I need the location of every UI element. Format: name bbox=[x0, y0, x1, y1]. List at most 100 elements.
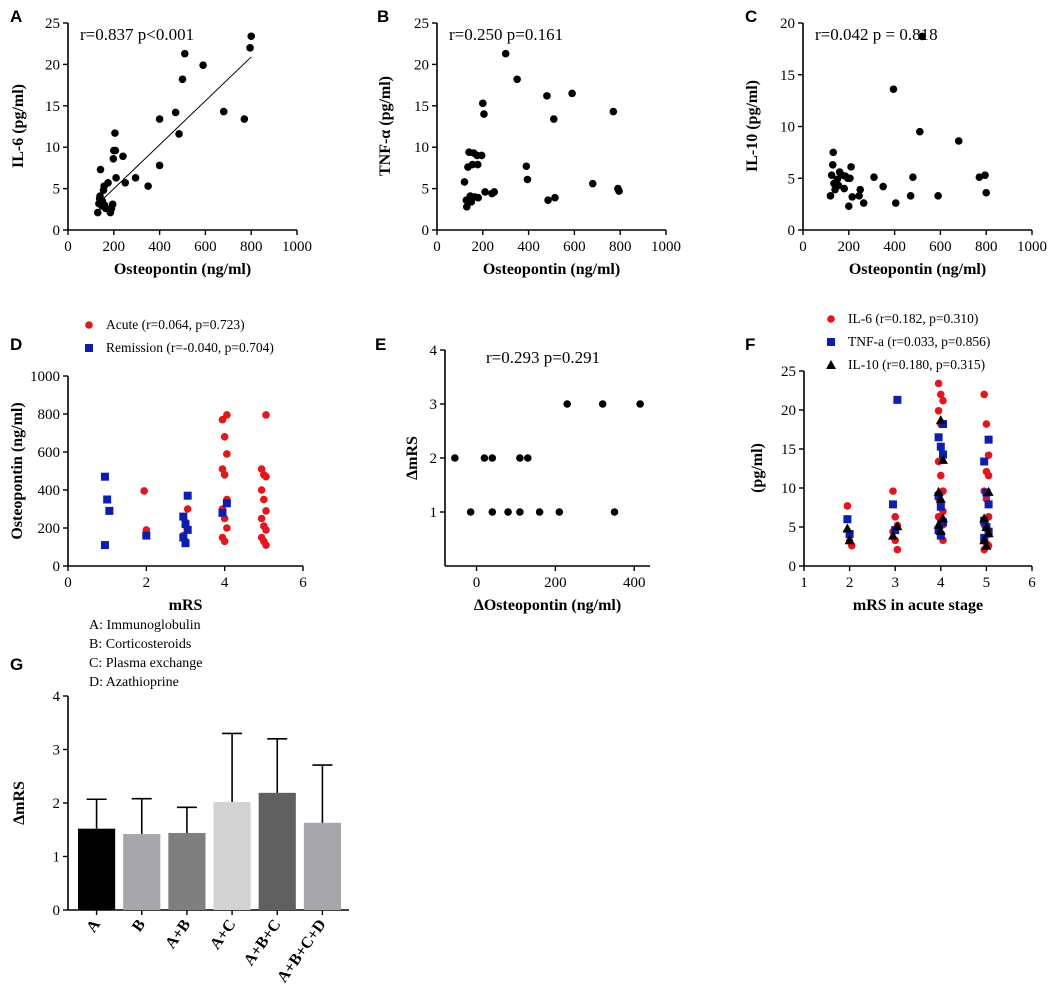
data-point bbox=[516, 454, 524, 462]
y-tick-label: 20 bbox=[45, 57, 60, 73]
data-point bbox=[247, 32, 255, 41]
data-point bbox=[827, 171, 836, 179]
data-point bbox=[826, 192, 835, 200]
data-point bbox=[834, 181, 843, 190]
data-point bbox=[522, 162, 531, 171]
data-point bbox=[480, 110, 488, 118]
y-tick-label: 25 bbox=[414, 16, 429, 32]
data-point bbox=[109, 154, 118, 163]
y-tick-label: 5 bbox=[789, 520, 797, 536]
triangle-marker bbox=[933, 486, 944, 496]
circle-marker bbox=[220, 433, 229, 441]
y-tick-label: 0 bbox=[53, 223, 61, 239]
data-point bbox=[544, 196, 552, 204]
triangle-marker bbox=[935, 415, 946, 425]
data-point bbox=[451, 454, 459, 462]
y-tick-label: 20 bbox=[780, 16, 795, 32]
panel-letter: B bbox=[377, 7, 389, 26]
data-point bbox=[523, 454, 532, 462]
circle-marker bbox=[223, 524, 231, 532]
triangle-marker bbox=[842, 523, 853, 533]
square-marker bbox=[183, 525, 192, 534]
y-tick-label: 15 bbox=[414, 99, 429, 115]
square-marker bbox=[984, 500, 993, 509]
y-axis-title: (pg/ml) bbox=[749, 443, 766, 493]
data-point bbox=[610, 508, 619, 516]
category-label: B bbox=[129, 916, 149, 935]
legend-marker bbox=[827, 315, 835, 323]
data-point bbox=[609, 107, 618, 116]
x-tick-label: 4 bbox=[221, 575, 229, 591]
x-tick-label: 1000 bbox=[1017, 239, 1047, 255]
data-point bbox=[479, 99, 487, 108]
x-tick-label: 2 bbox=[143, 575, 151, 591]
data-point bbox=[111, 146, 120, 155]
y-tick-label: 10 bbox=[414, 140, 429, 156]
square-marker bbox=[105, 506, 114, 515]
data-point bbox=[112, 174, 120, 182]
x-axis-title: mRS bbox=[169, 597, 203, 614]
data-point bbox=[909, 173, 917, 182]
triangle-marker bbox=[983, 528, 994, 538]
x-tick-label: 400 bbox=[883, 239, 906, 255]
x-axis-title: ΔOsteopontin (ng/ml) bbox=[474, 597, 621, 614]
circle-marker bbox=[889, 487, 897, 495]
circle-marker bbox=[257, 514, 266, 523]
circle-marker bbox=[220, 471, 229, 479]
circle-marker bbox=[218, 415, 227, 424]
square-marker bbox=[100, 541, 109, 550]
data-point bbox=[466, 508, 475, 516]
square-marker bbox=[142, 531, 151, 540]
y-tick-label: 15 bbox=[780, 68, 795, 84]
x-tick-label: 400 bbox=[148, 239, 171, 255]
data-point bbox=[615, 187, 623, 195]
x-tick-label: 600 bbox=[194, 239, 217, 255]
panel-letter: F bbox=[745, 335, 755, 354]
triangle-marker bbox=[938, 513, 948, 523]
triangle-marker bbox=[938, 454, 948, 464]
y-tick-label: 1 bbox=[430, 505, 438, 521]
square-marker bbox=[980, 457, 989, 466]
circle-marker bbox=[937, 471, 945, 480]
panel-letter: C bbox=[745, 7, 757, 26]
data-point bbox=[889, 85, 898, 94]
y-axis-title: IL-6 (pg/ml) bbox=[10, 84, 27, 168]
x-tick-label: 2 bbox=[846, 575, 854, 591]
square-marker bbox=[939, 450, 947, 459]
y-tick-label: 800 bbox=[38, 407, 61, 423]
data-point bbox=[240, 115, 249, 123]
x-tick-label: 400 bbox=[623, 575, 646, 591]
data-point bbox=[490, 188, 499, 196]
square-marker bbox=[936, 442, 945, 451]
x-axis-title: Osteopontin (ng/ml) bbox=[849, 261, 986, 278]
square-marker bbox=[845, 530, 854, 539]
y-tick-label: 1 bbox=[53, 850, 61, 866]
x-tick-label: 200 bbox=[103, 239, 126, 255]
x-tick-label: 6 bbox=[1028, 575, 1036, 591]
data-point bbox=[846, 174, 854, 183]
data-point bbox=[473, 160, 482, 169]
legend-label: IL-10 (r=0.180, p=0.315) bbox=[848, 357, 985, 372]
data-point bbox=[488, 454, 497, 462]
data-point bbox=[918, 32, 926, 41]
y-tick-label: 20 bbox=[414, 57, 429, 73]
circle-marker bbox=[257, 465, 266, 473]
stat-annotation: r=0.042 p = 0.818 bbox=[815, 25, 938, 44]
y-tick-label: 4 bbox=[53, 689, 61, 705]
x-tick-label: 0 bbox=[433, 239, 441, 255]
bar bbox=[123, 834, 161, 910]
circle-marker bbox=[260, 495, 268, 504]
legend-label: Acute (r=0.064, p=0.723) bbox=[106, 317, 245, 332]
data-point bbox=[523, 175, 532, 184]
circle-marker bbox=[262, 507, 270, 515]
panel-letter: A bbox=[10, 7, 22, 26]
square-marker bbox=[936, 502, 945, 511]
circle-marker bbox=[937, 390, 945, 399]
x-tick-label: 0 bbox=[473, 575, 481, 591]
data-point bbox=[480, 454, 489, 462]
data-point bbox=[155, 161, 164, 170]
panel-letter: G bbox=[10, 655, 23, 674]
data-point bbox=[870, 173, 878, 182]
square-marker bbox=[179, 533, 188, 542]
